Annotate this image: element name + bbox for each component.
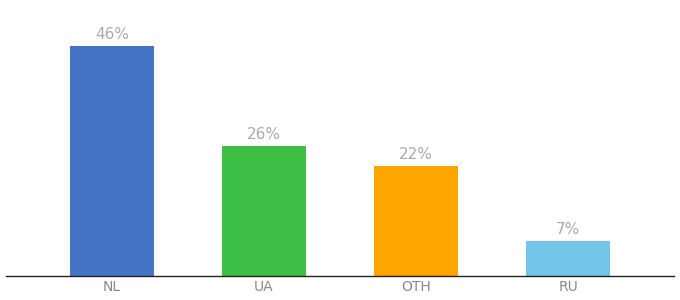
Bar bbox=[526, 241, 610, 276]
Text: 7%: 7% bbox=[556, 222, 580, 237]
Text: 26%: 26% bbox=[247, 127, 281, 142]
Text: 22%: 22% bbox=[399, 147, 433, 162]
Bar bbox=[222, 146, 306, 276]
Bar bbox=[70, 46, 154, 276]
Text: 46%: 46% bbox=[95, 27, 129, 42]
Bar bbox=[374, 166, 458, 276]
